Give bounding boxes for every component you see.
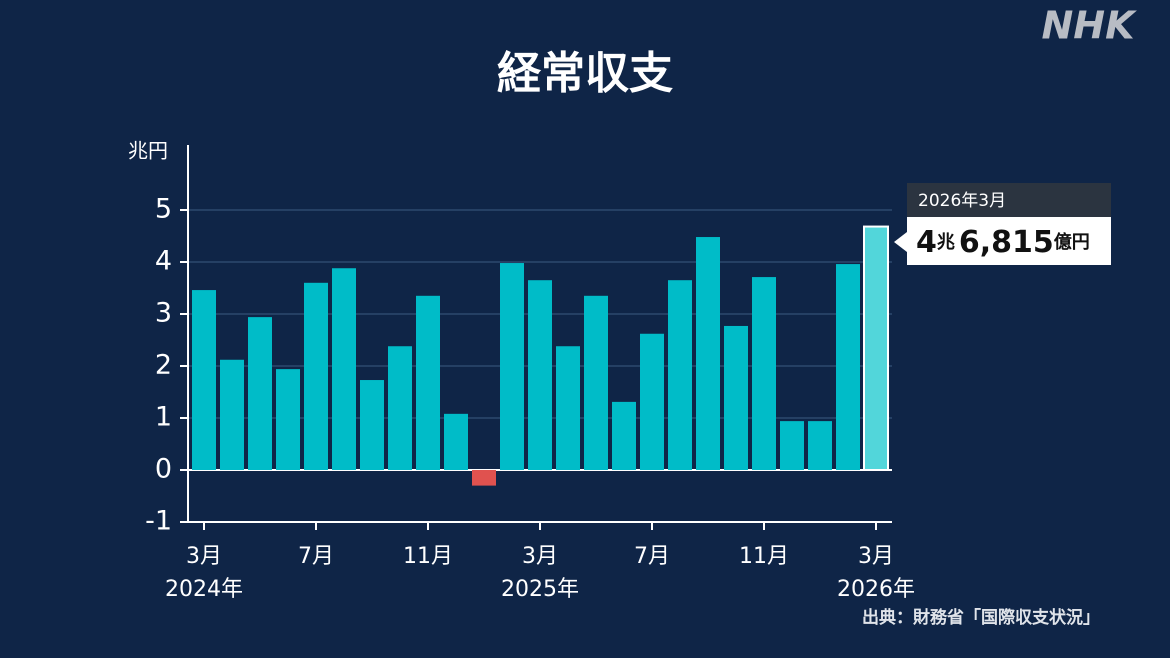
- bar: [640, 333, 664, 470]
- bar: [836, 264, 860, 470]
- x-tick-label: 7月: [634, 544, 670, 569]
- bar: [808, 421, 832, 470]
- y-tick-label: 0: [155, 454, 172, 485]
- y-unit: 兆円: [128, 139, 168, 163]
- year-label: 2025年: [501, 577, 579, 602]
- callout-part: 4: [916, 225, 937, 260]
- bar: [220, 359, 244, 470]
- bar: [863, 225, 889, 471]
- callout-part: 兆: [937, 232, 955, 253]
- y-tick-label: 2: [155, 350, 172, 381]
- callout-pointer: [894, 232, 907, 252]
- callout-body: [907, 217, 1111, 265]
- x-tick-label: 3月: [858, 544, 894, 569]
- bar: [500, 263, 524, 470]
- bar: [360, 380, 384, 470]
- year-label: 2024年: [165, 577, 243, 602]
- bar: [696, 237, 720, 470]
- bar: [416, 295, 440, 470]
- bar: [668, 280, 692, 470]
- bar: [192, 290, 216, 470]
- x-tick-label: 11月: [403, 544, 453, 569]
- callout-part: 6,815: [959, 225, 1054, 260]
- callout-part: 億円: [1054, 231, 1090, 253]
- bar: [304, 282, 328, 470]
- bar: [780, 421, 804, 470]
- bar: [472, 470, 496, 486]
- bar: [276, 369, 300, 470]
- x-tick-label: 11月: [739, 544, 789, 569]
- bar: [444, 413, 468, 470]
- callout-title: 2026年3月: [918, 191, 1006, 211]
- bar: [332, 268, 356, 470]
- callout-value: 4兆 6,815億円: [916, 225, 1090, 260]
- year-label: 2026年: [837, 577, 915, 602]
- bar: [724, 325, 748, 470]
- bar: [388, 346, 412, 470]
- bar: [752, 277, 776, 470]
- bar: [528, 280, 552, 470]
- x-tick-label: 7月: [298, 544, 334, 569]
- y-tick-label: 1: [155, 402, 172, 433]
- y-tick-label: 3: [155, 298, 172, 329]
- bar: [612, 401, 636, 470]
- y-tick-label: 5: [155, 194, 172, 225]
- bar: [556, 346, 580, 470]
- x-tick-label: 3月: [186, 544, 222, 569]
- chart-title: 経常収支: [497, 48, 673, 99]
- logo: NHK: [1041, 4, 1137, 48]
- source: 出典：財務省「国際収支状況」: [862, 607, 1100, 628]
- bar: [584, 295, 608, 470]
- y-tick-label: 4: [155, 246, 172, 277]
- callout: 2026年3月 4兆 6,815億円: [894, 183, 1111, 265]
- callout-header: [907, 183, 1111, 217]
- y-tick-label: -1: [145, 506, 172, 537]
- bar: [248, 317, 272, 470]
- x-tick-label: 3月: [522, 544, 558, 569]
